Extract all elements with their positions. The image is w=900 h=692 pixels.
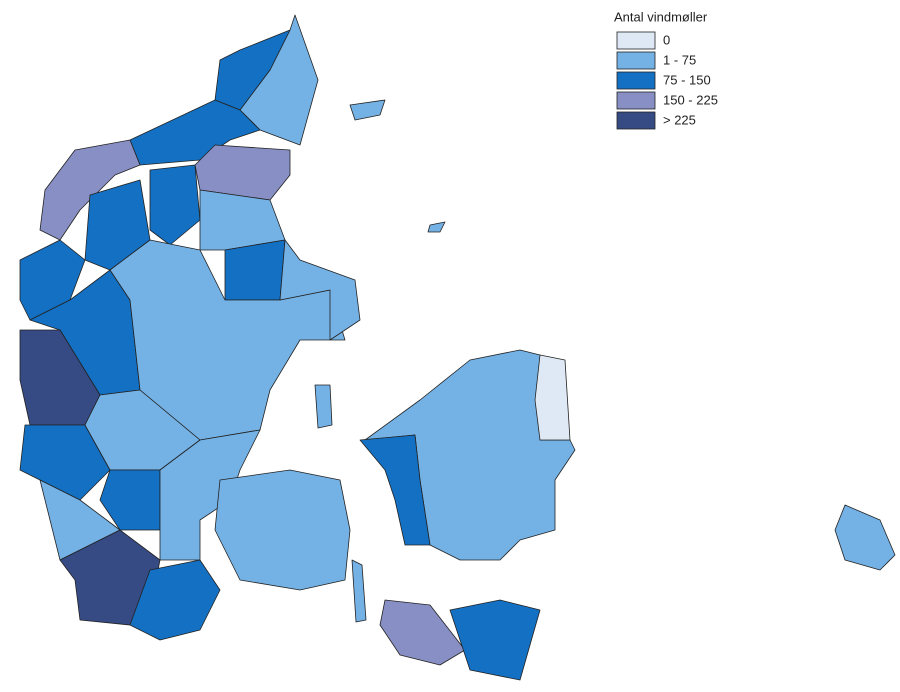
legend-label: 1 - 75 <box>663 52 696 67</box>
legend-label: 150 - 225 <box>663 92 718 107</box>
region <box>99 469 161 531</box>
region <box>39 139 141 241</box>
region <box>314 384 333 429</box>
region <box>349 99 386 121</box>
legend-swatch <box>616 31 656 50</box>
legend-swatch <box>616 71 656 90</box>
region <box>534 354 571 441</box>
legend-label: 75 - 150 <box>663 72 711 87</box>
region <box>199 189 286 251</box>
region <box>359 434 431 546</box>
region <box>449 599 541 681</box>
region <box>159 429 261 561</box>
region <box>224 239 286 301</box>
region <box>149 164 201 246</box>
legend-swatch <box>616 51 656 70</box>
legend-swatch <box>616 111 656 130</box>
legend-label: 0 <box>663 32 670 47</box>
legend-swatch <box>616 91 656 110</box>
region <box>129 99 261 166</box>
legend-label: > 225 <box>663 112 696 127</box>
region <box>834 504 896 571</box>
region <box>379 599 466 666</box>
region <box>351 559 367 623</box>
region <box>214 469 351 591</box>
region <box>129 559 221 641</box>
region <box>279 239 361 341</box>
municipalities <box>19 14 896 681</box>
legend-title: Antal vindmøller <box>614 9 708 24</box>
region <box>427 221 446 233</box>
legend: Antal vindmøller 0 1 - 75 75 - 150 150 - 22… <box>614 9 718 130</box>
